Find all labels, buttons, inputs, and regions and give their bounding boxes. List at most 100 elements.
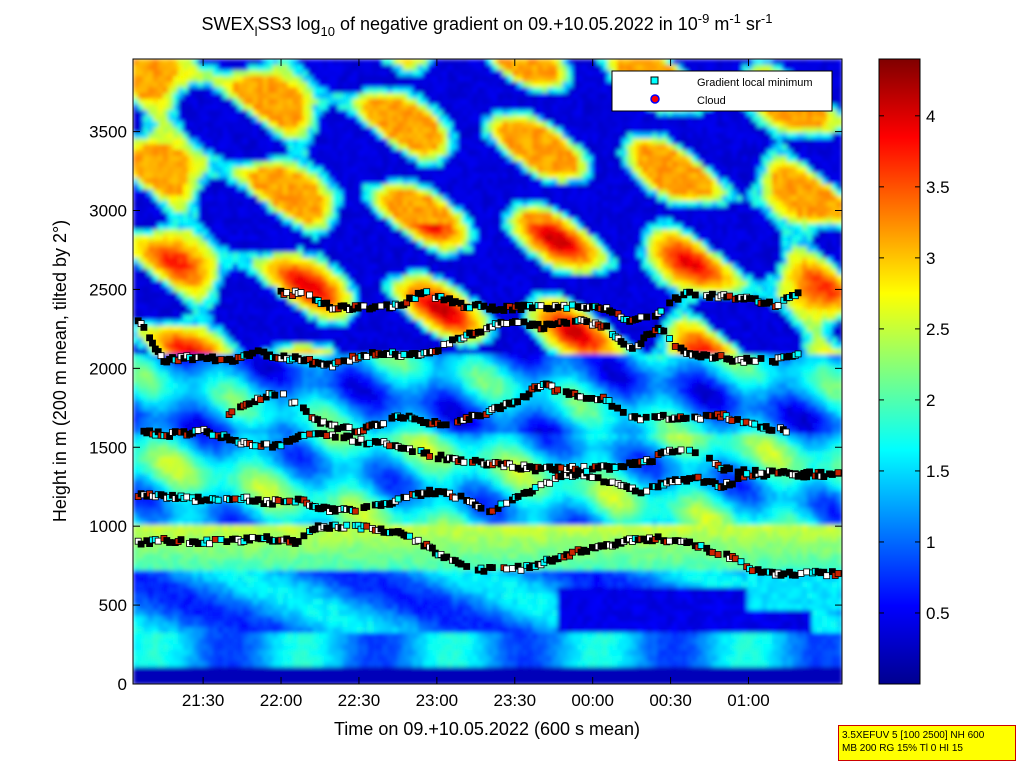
gradient-minimum-marker bbox=[335, 359, 341, 365]
gradient-minimum-marker bbox=[564, 320, 570, 326]
gradient-minimum-marker bbox=[727, 466, 733, 472]
gradient-minimum-marker bbox=[435, 348, 441, 354]
x-tick-label: 23:30 bbox=[493, 691, 536, 710]
gradient-minimum-marker bbox=[378, 303, 384, 309]
gradient-minimum-marker bbox=[735, 417, 741, 423]
gradient-minimum-marker bbox=[667, 300, 673, 306]
gradient-minimum-marker bbox=[478, 413, 484, 419]
gradient-minimum-marker bbox=[229, 409, 235, 415]
gradient-minimum-marker bbox=[769, 427, 775, 433]
gradient-minimum-marker bbox=[687, 539, 693, 545]
y-axis-label: Height in m (200 m mean, tilted by 2°) bbox=[50, 220, 70, 522]
gradient-minimum-marker bbox=[752, 358, 758, 364]
gradient-minimum-marker bbox=[687, 476, 693, 482]
gradient-minimum-marker bbox=[350, 438, 356, 444]
gradient-minimum-marker bbox=[364, 523, 370, 529]
gradient-minimum-marker bbox=[529, 305, 535, 311]
gradient-minimum-marker bbox=[667, 336, 673, 342]
gradient-minimum-marker bbox=[158, 353, 164, 359]
gradient-minimum-marker bbox=[400, 415, 406, 421]
gradient-minimum-marker bbox=[643, 414, 649, 420]
gradient-minimum-marker bbox=[344, 522, 350, 528]
gradient-minimum-marker bbox=[707, 455, 713, 461]
gradient-minimum-marker bbox=[583, 395, 589, 401]
gradient-minimum-marker bbox=[452, 495, 458, 501]
gradient-minimum-marker bbox=[738, 559, 744, 565]
gradient-minimum-marker bbox=[547, 480, 553, 486]
gradient-minimum-marker bbox=[210, 432, 216, 438]
x-tick-label: 22:30 bbox=[338, 691, 381, 710]
gradient-minimum-marker bbox=[835, 571, 841, 577]
gradient-minimum-marker bbox=[212, 536, 218, 542]
gradient-minimum-marker bbox=[781, 469, 787, 475]
gradient-minimum-marker bbox=[589, 474, 595, 480]
gradient-minimum-marker bbox=[272, 392, 278, 398]
gradient-minimum-marker bbox=[167, 540, 173, 546]
gradient-minimum-marker bbox=[409, 449, 415, 455]
gradient-minimum-marker bbox=[452, 299, 458, 305]
gradient-minimum-marker bbox=[335, 426, 341, 432]
colorbar-tick-label: 2 bbox=[926, 391, 935, 410]
gradient-minimum-marker bbox=[584, 319, 590, 325]
gradient-minimum-marker bbox=[141, 324, 147, 330]
gradient-minimum-marker bbox=[458, 561, 464, 567]
gradient-minimum-marker bbox=[709, 549, 715, 555]
gradient-minimum-marker bbox=[638, 341, 644, 347]
chart-title: SWEXlSS3 log10 of negative gradient on 0… bbox=[202, 11, 773, 39]
gradient-minimum-marker bbox=[227, 437, 233, 443]
gradient-minimum-marker bbox=[538, 482, 544, 488]
gradient-minimum-marker bbox=[660, 412, 666, 418]
gradient-minimum-marker bbox=[718, 353, 724, 359]
gradient-minimum-marker bbox=[364, 354, 370, 360]
gradient-minimum-marker bbox=[655, 534, 661, 540]
gradient-minimum-marker bbox=[198, 498, 204, 504]
gradient-minimum-marker bbox=[444, 554, 450, 560]
gradient-minimum-marker bbox=[295, 539, 301, 545]
gradient-minimum-marker bbox=[375, 439, 381, 445]
x-tick-label: 00:30 bbox=[649, 691, 692, 710]
gradient-minimum-marker bbox=[207, 541, 213, 547]
gradient-minimum-marker bbox=[218, 357, 224, 363]
legend-label-cloud: Cloud bbox=[697, 95, 726, 107]
gradient-minimum-marker bbox=[532, 485, 538, 491]
gradient-minimum-marker bbox=[401, 352, 407, 358]
gradient-minimum-marker bbox=[595, 475, 601, 481]
gradient-minimum-marker bbox=[638, 490, 644, 496]
gradient-minimum-marker bbox=[275, 497, 281, 503]
gradient-minimum-marker bbox=[758, 470, 764, 476]
gradient-minimum-marker bbox=[481, 568, 487, 574]
gradient-minimum-marker bbox=[492, 307, 498, 313]
gradient-minimum-marker bbox=[589, 395, 595, 401]
info-line-1: 3.5XEFUV 5 [100 2500] NH 600 bbox=[842, 729, 1012, 742]
gradient-minimum-marker bbox=[367, 440, 373, 446]
gradient-minimum-marker bbox=[555, 304, 561, 310]
gradient-minimum-marker bbox=[743, 419, 749, 425]
gradient-minimum-marker bbox=[569, 549, 575, 555]
gradient-minimum-marker bbox=[438, 452, 444, 458]
gradient-minimum-marker bbox=[498, 501, 504, 507]
gradient-minimum-marker bbox=[555, 387, 561, 393]
gradient-minimum-marker bbox=[727, 293, 733, 299]
gradient-minimum-marker bbox=[732, 556, 738, 562]
gradient-minimum-marker bbox=[358, 436, 364, 442]
gradient-minimum-marker bbox=[481, 303, 487, 309]
gradient-minimum-marker bbox=[424, 289, 430, 295]
gradient-minimum-marker bbox=[792, 572, 798, 578]
gradient-minimum-marker bbox=[687, 447, 693, 453]
x-tick-label: 21:30 bbox=[182, 691, 225, 710]
gradient-minimum-marker bbox=[255, 348, 261, 354]
gradient-minimum-marker bbox=[504, 321, 510, 327]
gradient-minimum-marker bbox=[632, 488, 638, 494]
gradient-minimum-marker bbox=[449, 337, 455, 343]
gradient-minimum-marker bbox=[438, 422, 444, 428]
gradient-minimum-marker bbox=[412, 416, 418, 422]
gradient-minimum-marker bbox=[804, 569, 810, 575]
gradient-minimum-marker bbox=[155, 538, 161, 544]
gradient-minimum-marker bbox=[232, 496, 238, 502]
gradient-minimum-marker bbox=[467, 305, 473, 311]
gradient-minimum-marker bbox=[575, 468, 581, 474]
gradient-minimum-marker bbox=[549, 322, 555, 328]
gradient-minimum-marker bbox=[246, 401, 252, 407]
gradient-minimum-marker bbox=[172, 429, 178, 435]
gradient-minimum-marker bbox=[698, 543, 704, 549]
